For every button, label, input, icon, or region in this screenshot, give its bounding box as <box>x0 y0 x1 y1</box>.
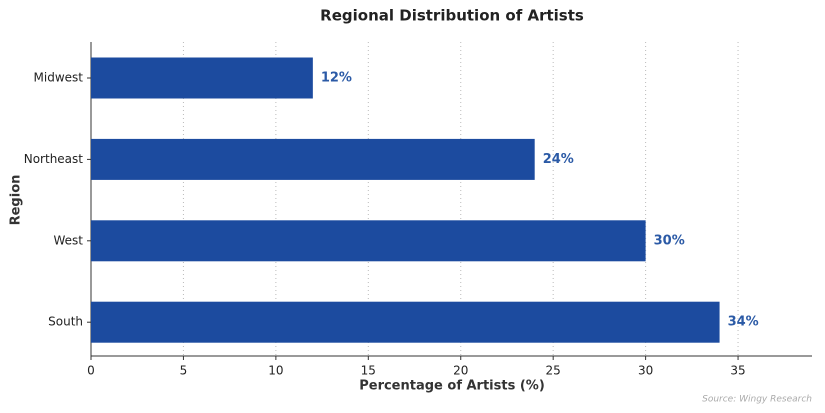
y-tick-label: West <box>53 233 83 247</box>
chart-title: Regional Distribution of Artists <box>320 7 584 25</box>
y-tick-label: South <box>48 315 83 329</box>
value-label: 34% <box>728 315 759 330</box>
x-tick-label: 0 <box>87 364 95 378</box>
x-tick-label: 30 <box>638 364 653 378</box>
x-tick-label: 15 <box>361 364 376 378</box>
source-note: Source: Wingy Research <box>702 395 812 405</box>
x-axis-label: Percentage of Artists (%) <box>359 379 545 394</box>
value-label: 24% <box>543 152 574 167</box>
value-label: 12% <box>321 71 352 86</box>
bar <box>91 220 646 262</box>
x-tick-label: 35 <box>730 364 745 378</box>
x-tick-label: 25 <box>546 364 561 378</box>
y-axis-label: Region <box>9 175 24 226</box>
x-tick-label: 5 <box>180 364 188 378</box>
x-tick-label: 10 <box>268 364 283 378</box>
y-tick-label: Northeast <box>24 152 84 166</box>
bar <box>91 57 313 99</box>
value-label: 30% <box>654 233 685 248</box>
y-tick-label: Midwest <box>34 71 84 85</box>
bar <box>91 301 720 343</box>
x-tick-label: 20 <box>453 364 468 378</box>
bar <box>91 138 535 180</box>
